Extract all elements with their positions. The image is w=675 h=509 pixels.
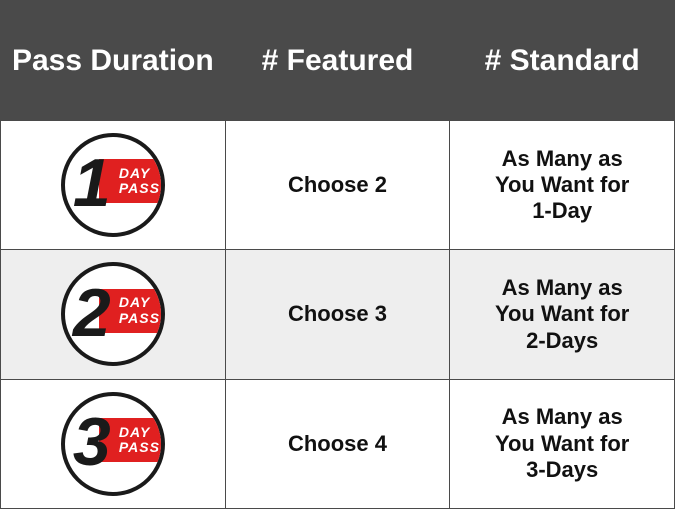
standard-line: As Many as: [450, 404, 674, 430]
cell-featured: Choose 2: [225, 121, 450, 250]
cell-featured: Choose 3: [225, 250, 450, 379]
cell-pass-badge: DAY PASS 3: [1, 379, 226, 508]
standard-line: 2-Days: [450, 328, 674, 354]
col-header-featured: # Featured: [225, 1, 450, 121]
table-row: DAY PASS 3 Choose 4 As Many as You Want …: [1, 379, 675, 508]
standard-line: You Want for: [450, 301, 674, 327]
day-pass-badge: DAY PASS 1: [61, 133, 165, 237]
col-header-pass-duration: Pass Duration: [1, 1, 226, 121]
badge-number: 1: [73, 149, 109, 217]
standard-line: As Many as: [450, 275, 674, 301]
cell-standard: As Many as You Want for 1-Day: [450, 121, 675, 250]
standard-line: 1-Day: [450, 198, 674, 224]
badge-line1: DAY: [119, 166, 161, 181]
col-header-standard: # Standard: [450, 1, 675, 121]
badge-number: 3: [73, 408, 109, 476]
cell-pass-badge: DAY PASS 2: [1, 250, 226, 379]
table-row: DAY PASS 2 Choose 3 As Many as You Want …: [1, 250, 675, 379]
cell-standard: As Many as You Want for 2-Days: [450, 250, 675, 379]
cell-pass-badge: DAY PASS 1: [1, 121, 226, 250]
standard-line: As Many as: [450, 146, 674, 172]
badge-line1: DAY: [119, 425, 161, 440]
standard-line: You Want for: [450, 431, 674, 457]
badge-number: 2: [73, 279, 109, 347]
cell-featured: Choose 4: [225, 379, 450, 508]
badge-line2: PASS: [119, 181, 161, 196]
badge-line2: PASS: [119, 311, 161, 326]
badge-line1: DAY: [119, 295, 161, 310]
table-row: DAY PASS 1 Choose 2 As Many as You Want …: [1, 121, 675, 250]
standard-line: You Want for: [450, 172, 674, 198]
standard-line: 3-Days: [450, 457, 674, 483]
pass-comparison-table: Pass Duration # Featured # Standard DAY …: [0, 0, 675, 509]
day-pass-badge: DAY PASS 2: [61, 262, 165, 366]
cell-standard: As Many as You Want for 3-Days: [450, 379, 675, 508]
badge-line2: PASS: [119, 440, 161, 455]
table-header-row: Pass Duration # Featured # Standard: [1, 1, 675, 121]
day-pass-badge: DAY PASS 3: [61, 392, 165, 496]
